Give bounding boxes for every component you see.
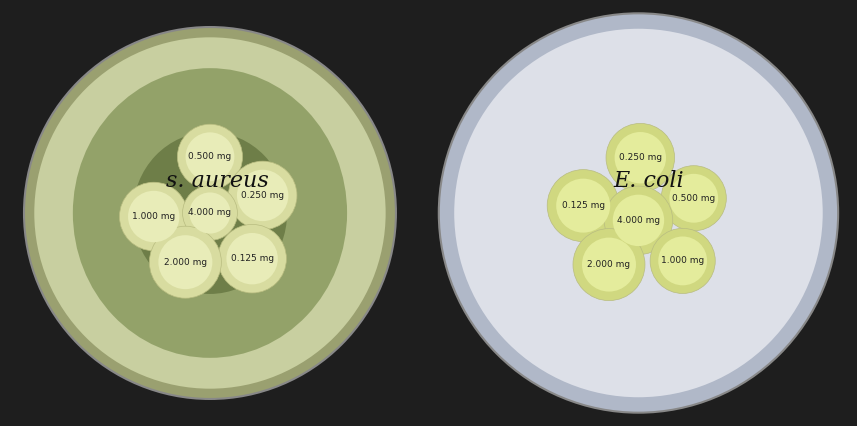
Text: s. aureus: s. aureus [166,170,269,192]
Ellipse shape [133,132,287,294]
Circle shape [658,236,707,285]
Circle shape [662,166,727,231]
Circle shape [614,132,666,184]
Circle shape [218,225,286,293]
Text: 2.000 mg: 2.000 mg [587,260,631,269]
Circle shape [573,229,645,301]
Text: 0.500 mg: 0.500 mg [189,152,231,161]
Circle shape [606,124,674,192]
Circle shape [228,161,297,230]
Text: 1.000 mg: 1.000 mg [661,256,704,265]
Circle shape [183,186,237,240]
Text: 0.500 mg: 0.500 mg [672,194,716,203]
Circle shape [669,174,718,223]
Circle shape [613,195,664,246]
Circle shape [604,186,673,255]
Text: 4.000 mg: 4.000 mg [617,216,660,225]
Circle shape [582,238,636,291]
Text: 0.250 mg: 0.250 mg [619,153,662,162]
Circle shape [548,170,619,242]
Circle shape [650,228,716,294]
Text: 0.125 mg: 0.125 mg [231,254,273,263]
Circle shape [159,235,213,289]
Circle shape [185,132,234,181]
Circle shape [469,43,808,383]
Circle shape [237,170,288,221]
Circle shape [34,37,386,389]
Circle shape [439,13,838,413]
Text: 0.250 mg: 0.250 mg [241,191,285,200]
Text: 4.000 mg: 4.000 mg [189,208,231,218]
Text: 2.000 mg: 2.000 mg [164,258,207,267]
Circle shape [556,178,610,233]
Circle shape [226,233,278,285]
Circle shape [454,29,823,397]
Circle shape [24,27,396,399]
Text: 1.000 mg: 1.000 mg [132,212,176,221]
Text: E. coli: E. coli [614,170,684,192]
Circle shape [149,226,221,298]
Circle shape [189,193,231,233]
Circle shape [128,191,179,242]
Ellipse shape [73,68,347,358]
Text: 0.125 mg: 0.125 mg [561,201,605,210]
Circle shape [48,52,372,374]
Circle shape [177,124,243,189]
Circle shape [119,182,188,251]
